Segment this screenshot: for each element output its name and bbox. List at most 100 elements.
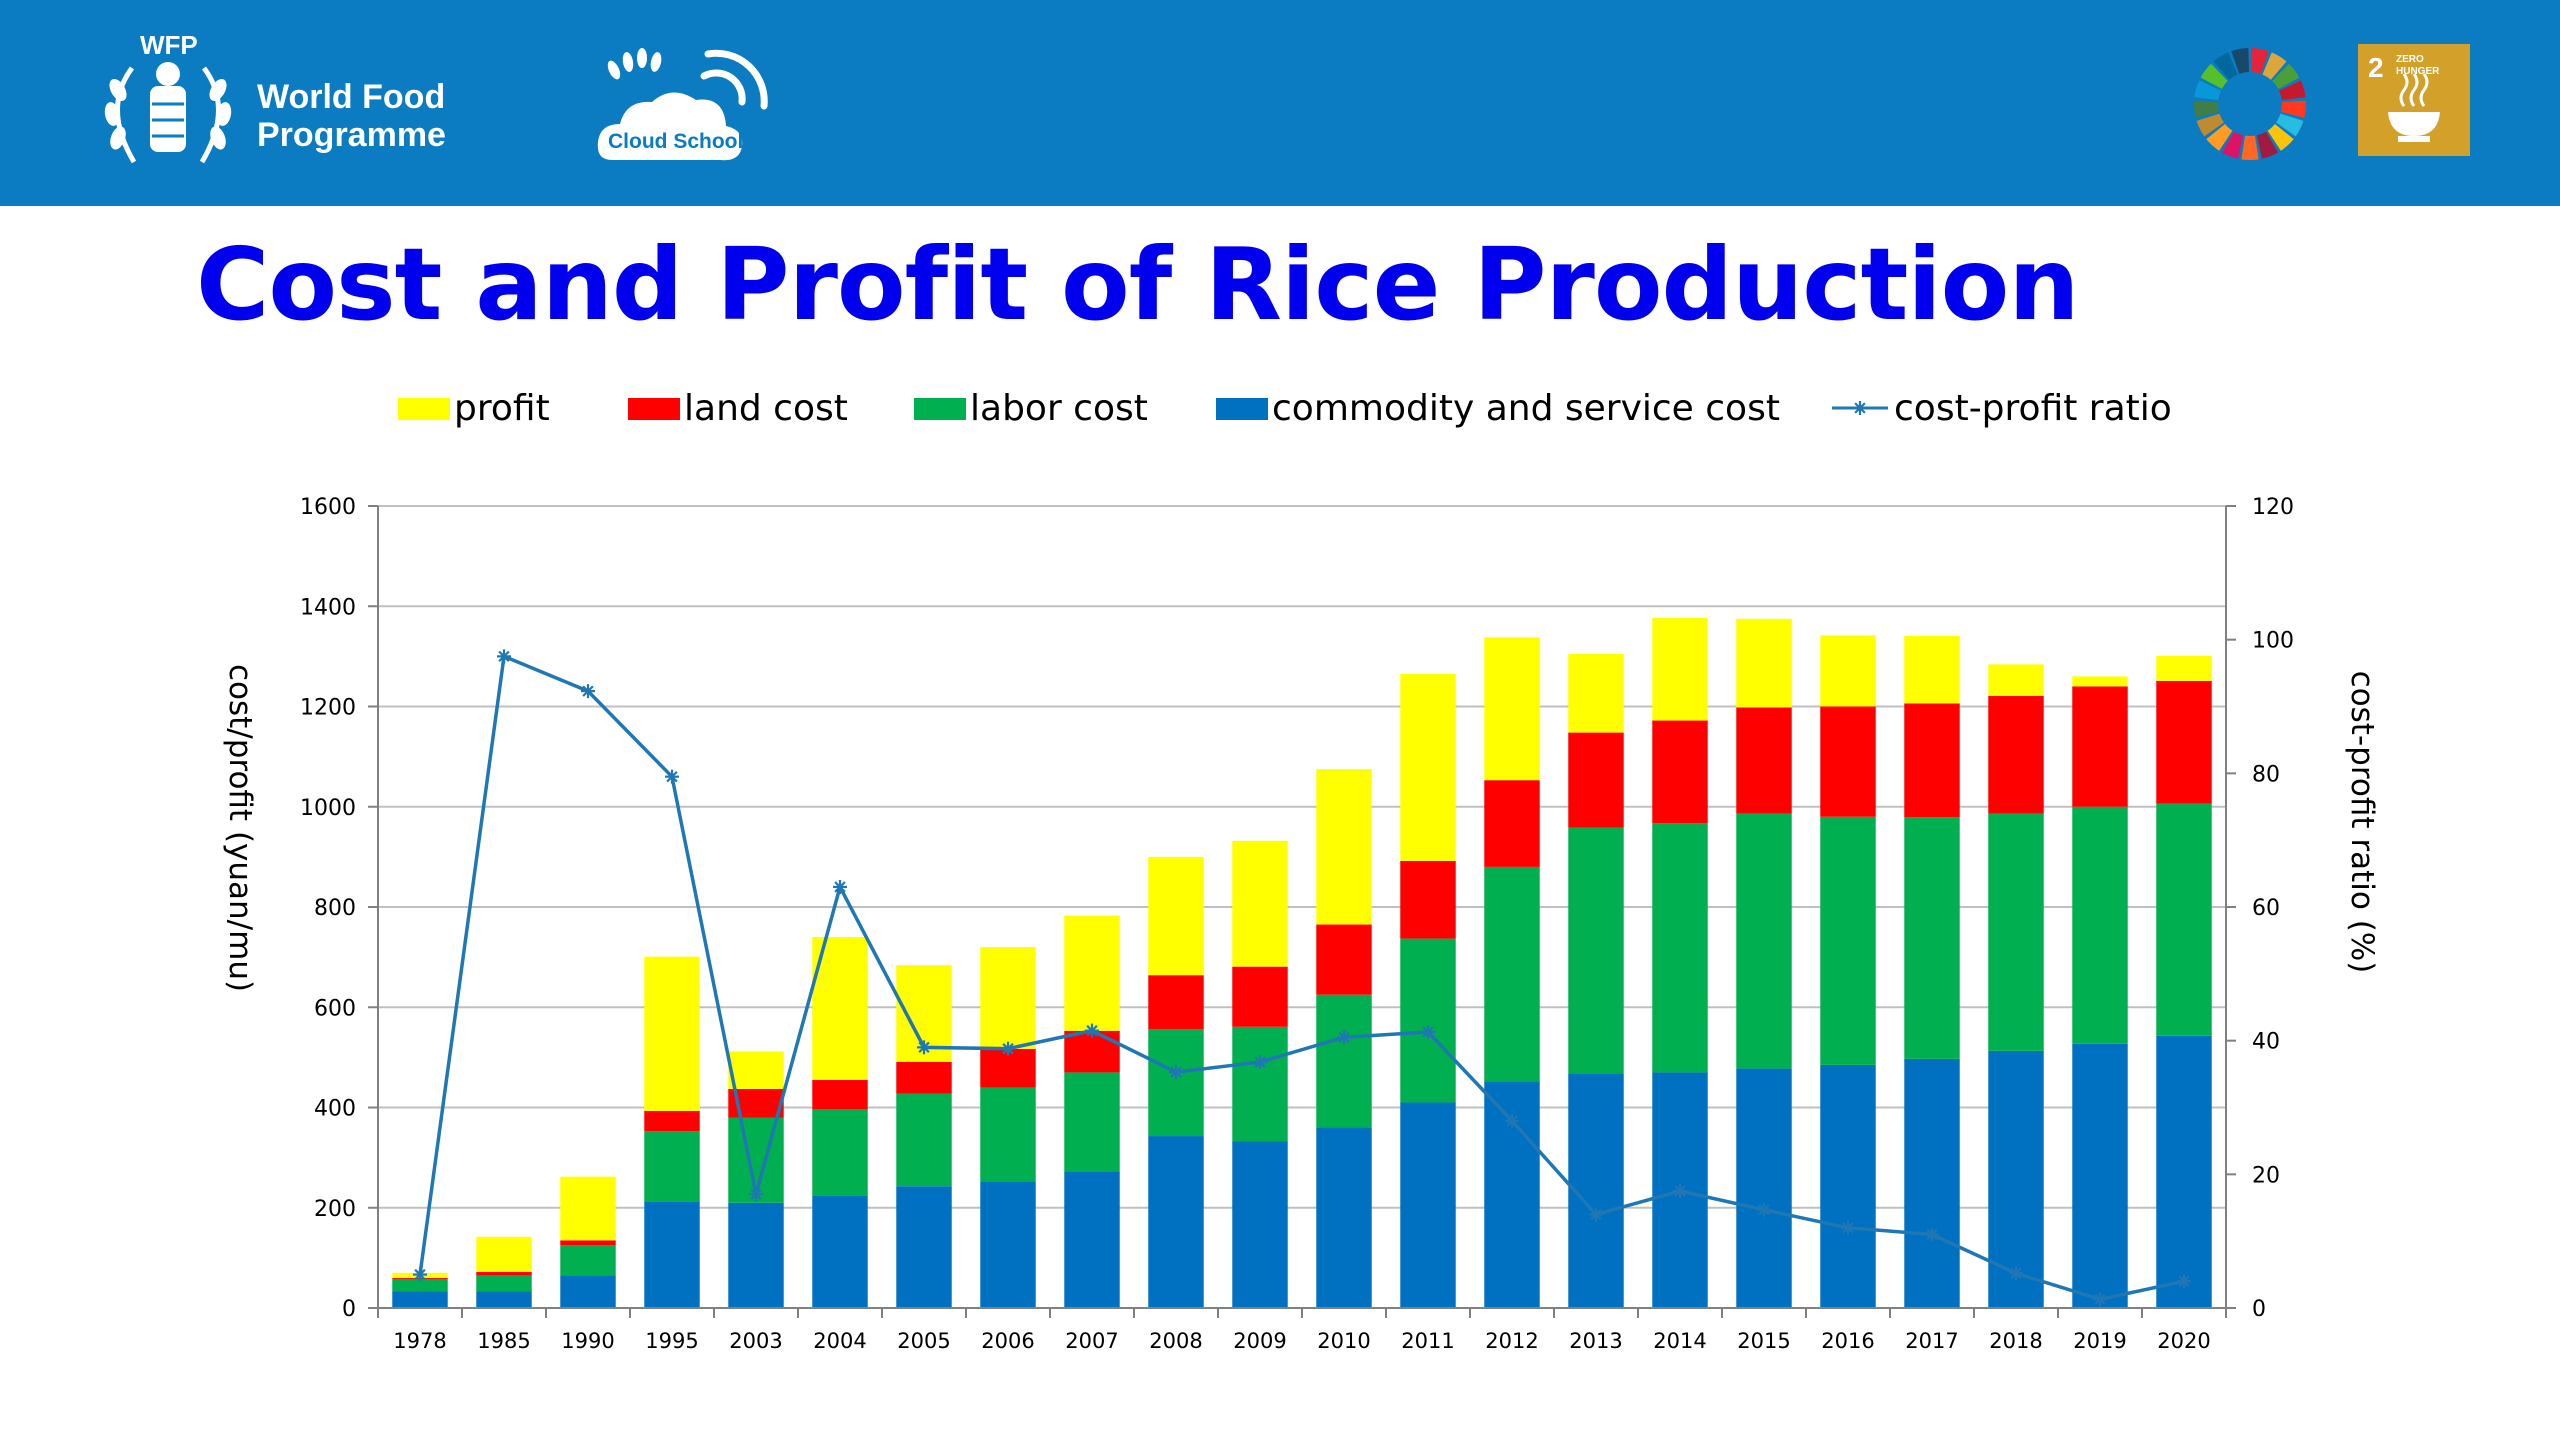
- y2-tick-label: 100: [2252, 629, 2294, 654]
- x-tick-label: 1995: [645, 1329, 698, 1353]
- bar-segment: [476, 1236, 532, 1272]
- x-tick-label: 2008: [1149, 1329, 1202, 1353]
- sdg-wheel-segment: [2213, 52, 2238, 80]
- x-tick-label: 2019: [2073, 1329, 2126, 1353]
- bar-segment: [1820, 706, 1876, 817]
- bar-segment: [1148, 856, 1204, 976]
- x-tick-label: 2006: [981, 1329, 1034, 1353]
- legend-item: labor cost: [914, 388, 1148, 429]
- bar-segment: [1652, 617, 1708, 721]
- x-tick-label: 2012: [1485, 1329, 1538, 1353]
- cloud-school-wheat-icon: [597, 48, 768, 161]
- bar-segment: [1316, 1127, 1372, 1308]
- bar-segment: [1148, 1136, 1204, 1308]
- bar-segment: [1400, 860, 1456, 939]
- y-tick-label: 0: [342, 1297, 356, 1322]
- bar-segment: [896, 1061, 952, 1094]
- legend-label: land cost: [684, 388, 848, 429]
- legend-swatch: [1216, 398, 1268, 420]
- ratio-point: [1925, 1227, 1939, 1242]
- ratio-point: [2093, 1292, 2107, 1307]
- bar-segment: [1736, 1068, 1792, 1308]
- sdg-wheel-segment: [2281, 100, 2306, 118]
- legend-label: commodity and service cost: [1272, 388, 1780, 429]
- bar-segment: [1568, 1073, 1624, 1308]
- ratio-point: [1505, 1113, 1519, 1128]
- chart-ratio-line: [413, 649, 2191, 1307]
- y2-tick-label: 20: [2252, 1163, 2280, 1188]
- legend-item: profit: [398, 388, 550, 429]
- y2-axis-label: cost-profit ratio (%): [2344, 671, 2380, 974]
- y-tick-label: 400: [314, 1097, 356, 1122]
- bar-segment: [2156, 655, 2212, 681]
- bar-segment: [1316, 769, 1372, 925]
- bar-segment: [560, 1275, 616, 1308]
- ratio-point: [2177, 1274, 2191, 1289]
- bar-segment: [2156, 1035, 2212, 1308]
- ratio-point: [413, 1267, 427, 1282]
- legend-swatch: [398, 398, 450, 420]
- bar-segment: [644, 1201, 700, 1308]
- x-tick-label: 1978: [393, 1329, 446, 1353]
- legend-label: cost-profit ratio: [1894, 388, 2172, 429]
- bar-segment: [1064, 1030, 1120, 1073]
- x-tick-label: 2018: [1989, 1329, 2042, 1353]
- sdg-wheel-segment: [2250, 48, 2269, 74]
- sdg-wheel-segment: [2194, 80, 2221, 101]
- legend-label: labor cost: [970, 388, 1148, 429]
- bar-segment: [728, 1202, 784, 1308]
- sdg2-bowl-icon: [2358, 44, 2470, 156]
- legend-item: commodity and service cost: [1216, 388, 1780, 429]
- y2-tick-label: 60: [2252, 896, 2280, 921]
- bar-segment: [1736, 618, 1792, 708]
- x-tick-label: 1985: [477, 1329, 530, 1353]
- sdg-wheel-segment: [2272, 63, 2300, 89]
- wfp-abbreviation: WFP: [140, 30, 198, 60]
- bar-segment: [560, 1176, 616, 1241]
- sdg-wheel-segment: [2267, 124, 2294, 151]
- x-tick-label: 2020: [2157, 1329, 2210, 1353]
- ratio-point: [497, 649, 511, 664]
- bar-segment: [896, 1093, 952, 1187]
- bar-segment: [644, 1111, 700, 1132]
- bar-segment: [812, 1079, 868, 1110]
- sdg-label: ZERO HUNGER: [2396, 54, 2440, 77]
- ratio-point: [1085, 1023, 1099, 1038]
- sdg-wheel-segment: [2206, 124, 2233, 151]
- ratio-point: [1169, 1065, 1183, 1080]
- bar-segment: [1904, 635, 1960, 704]
- legend-swatch-marker: [1853, 401, 1867, 415]
- bar-segment: [392, 1278, 448, 1292]
- x-tick-label: 1990: [561, 1329, 614, 1353]
- wfp-name-line2: Programme: [257, 116, 446, 154]
- x-tick-label: 2003: [729, 1329, 782, 1353]
- bar-segment: [1736, 813, 1792, 1069]
- bar-segment: [1232, 840, 1288, 967]
- bar-segment: [392, 1291, 448, 1308]
- bar-segment: [1904, 703, 1960, 818]
- bar-segment: [812, 1109, 868, 1196]
- bar-segment: [476, 1291, 532, 1308]
- bar-segment: [644, 956, 700, 1112]
- bar-segment: [1904, 1058, 1960, 1308]
- ratio-point: [1757, 1202, 1771, 1217]
- sdg-wheel-segment: [2279, 80, 2306, 101]
- bar-segment: [1484, 637, 1540, 781]
- y-tick-label: 1000: [300, 796, 356, 821]
- bar-segment: [560, 1245, 616, 1276]
- bar-segment: [1568, 827, 1624, 1074]
- ratio-point: [665, 769, 679, 784]
- cloud-school-label: Cloud School: [608, 130, 744, 153]
- x-tick-label: 2014: [1653, 1329, 1706, 1353]
- y2-tick-label: 80: [2252, 762, 2280, 787]
- legend-item: cost-profit ratio: [1832, 388, 2172, 429]
- x-tick-label: 2017: [1905, 1329, 1958, 1353]
- bar-segment: [2072, 806, 2128, 1044]
- y-tick-label: 1200: [300, 696, 356, 721]
- bar-segment: [476, 1271, 532, 1276]
- bar-segment: [1064, 1072, 1120, 1172]
- ratio-point: [2009, 1266, 2023, 1281]
- legend-swatch: [628, 398, 680, 420]
- page-title: Cost and Profit of Rice Production: [196, 226, 2080, 343]
